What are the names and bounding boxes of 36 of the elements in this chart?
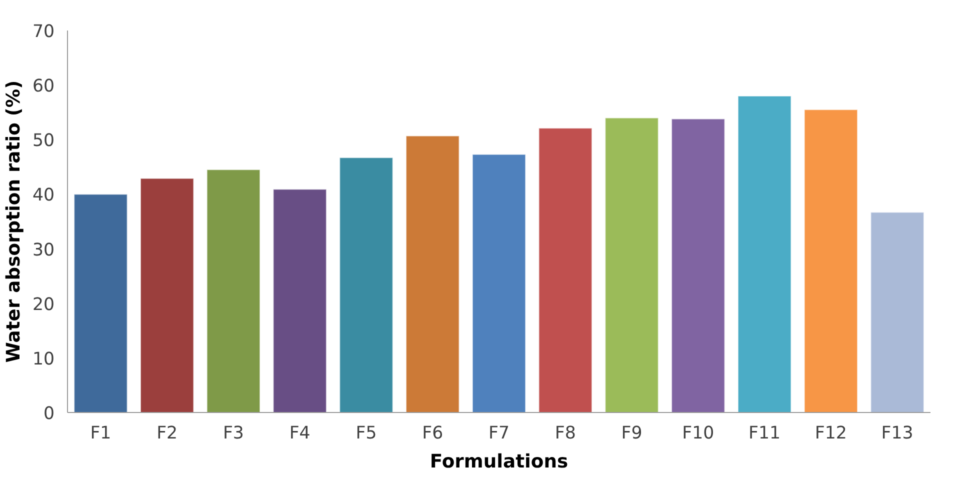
x-tick-label: F11 — [748, 424, 781, 444]
x-tick-label: F1 — [90, 424, 112, 444]
bar — [604, 117, 659, 412]
bar — [538, 128, 592, 412]
y-tick-label: 10 — [32, 349, 55, 370]
x-tick-label: F12 — [814, 424, 847, 444]
x-tick-label: F10 — [682, 424, 714, 444]
bar — [870, 212, 924, 412]
bar — [804, 109, 858, 412]
y-tick-label: 40 — [32, 186, 55, 206]
x-tick-label: F8 — [554, 424, 576, 444]
y-tick-label: 20 — [32, 294, 55, 315]
bar — [737, 95, 792, 412]
x-tick-label: F2 — [156, 424, 178, 444]
bar — [74, 194, 128, 412]
x-tick-label: F7 — [488, 424, 510, 444]
y-tick-label: 30 — [32, 240, 55, 260]
y-tick-label: 60 — [32, 76, 55, 97]
y-axis-title: Water absorption ratio (%) — [3, 80, 24, 363]
x-tick-label: F9 — [621, 424, 642, 444]
x-tick-label: F6 — [422, 424, 444, 444]
bar — [206, 169, 261, 412]
bar — [671, 118, 726, 412]
bar — [406, 135, 460, 412]
x-tick-label: F5 — [356, 424, 377, 444]
y-tick-label: 0 — [43, 404, 55, 424]
x-tick-label: F3 — [222, 424, 244, 444]
bar — [140, 178, 194, 412]
y-tick-label: 50 — [32, 131, 55, 152]
y-tick-label: 70 — [32, 22, 55, 42]
x-axis-title: Formulations — [430, 452, 568, 472]
x-tick-label: F13 — [881, 424, 914, 444]
x-tick-label: F4 — [289, 424, 310, 444]
bar — [339, 157, 394, 412]
bar — [272, 188, 327, 412]
bar — [472, 154, 526, 412]
